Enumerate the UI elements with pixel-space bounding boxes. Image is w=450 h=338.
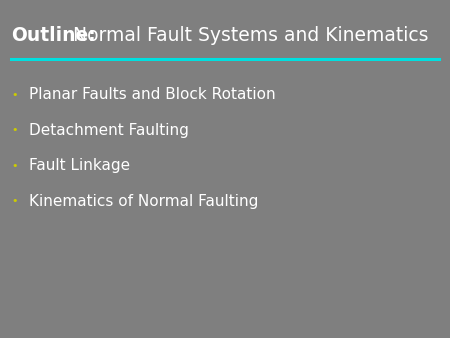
Text: Normal Fault Systems and Kinematics: Normal Fault Systems and Kinematics	[67, 26, 428, 45]
Text: •: •	[11, 125, 18, 135]
Text: Detachment Faulting: Detachment Faulting	[29, 123, 189, 138]
Text: •: •	[11, 161, 18, 171]
Text: Fault Linkage: Fault Linkage	[29, 158, 130, 173]
Text: Outline:: Outline:	[11, 26, 96, 45]
Text: Planar Faults and Block Rotation: Planar Faults and Block Rotation	[29, 87, 276, 102]
Text: •: •	[11, 196, 18, 206]
Text: Kinematics of Normal Faulting: Kinematics of Normal Faulting	[29, 194, 259, 209]
Text: •: •	[11, 90, 18, 100]
